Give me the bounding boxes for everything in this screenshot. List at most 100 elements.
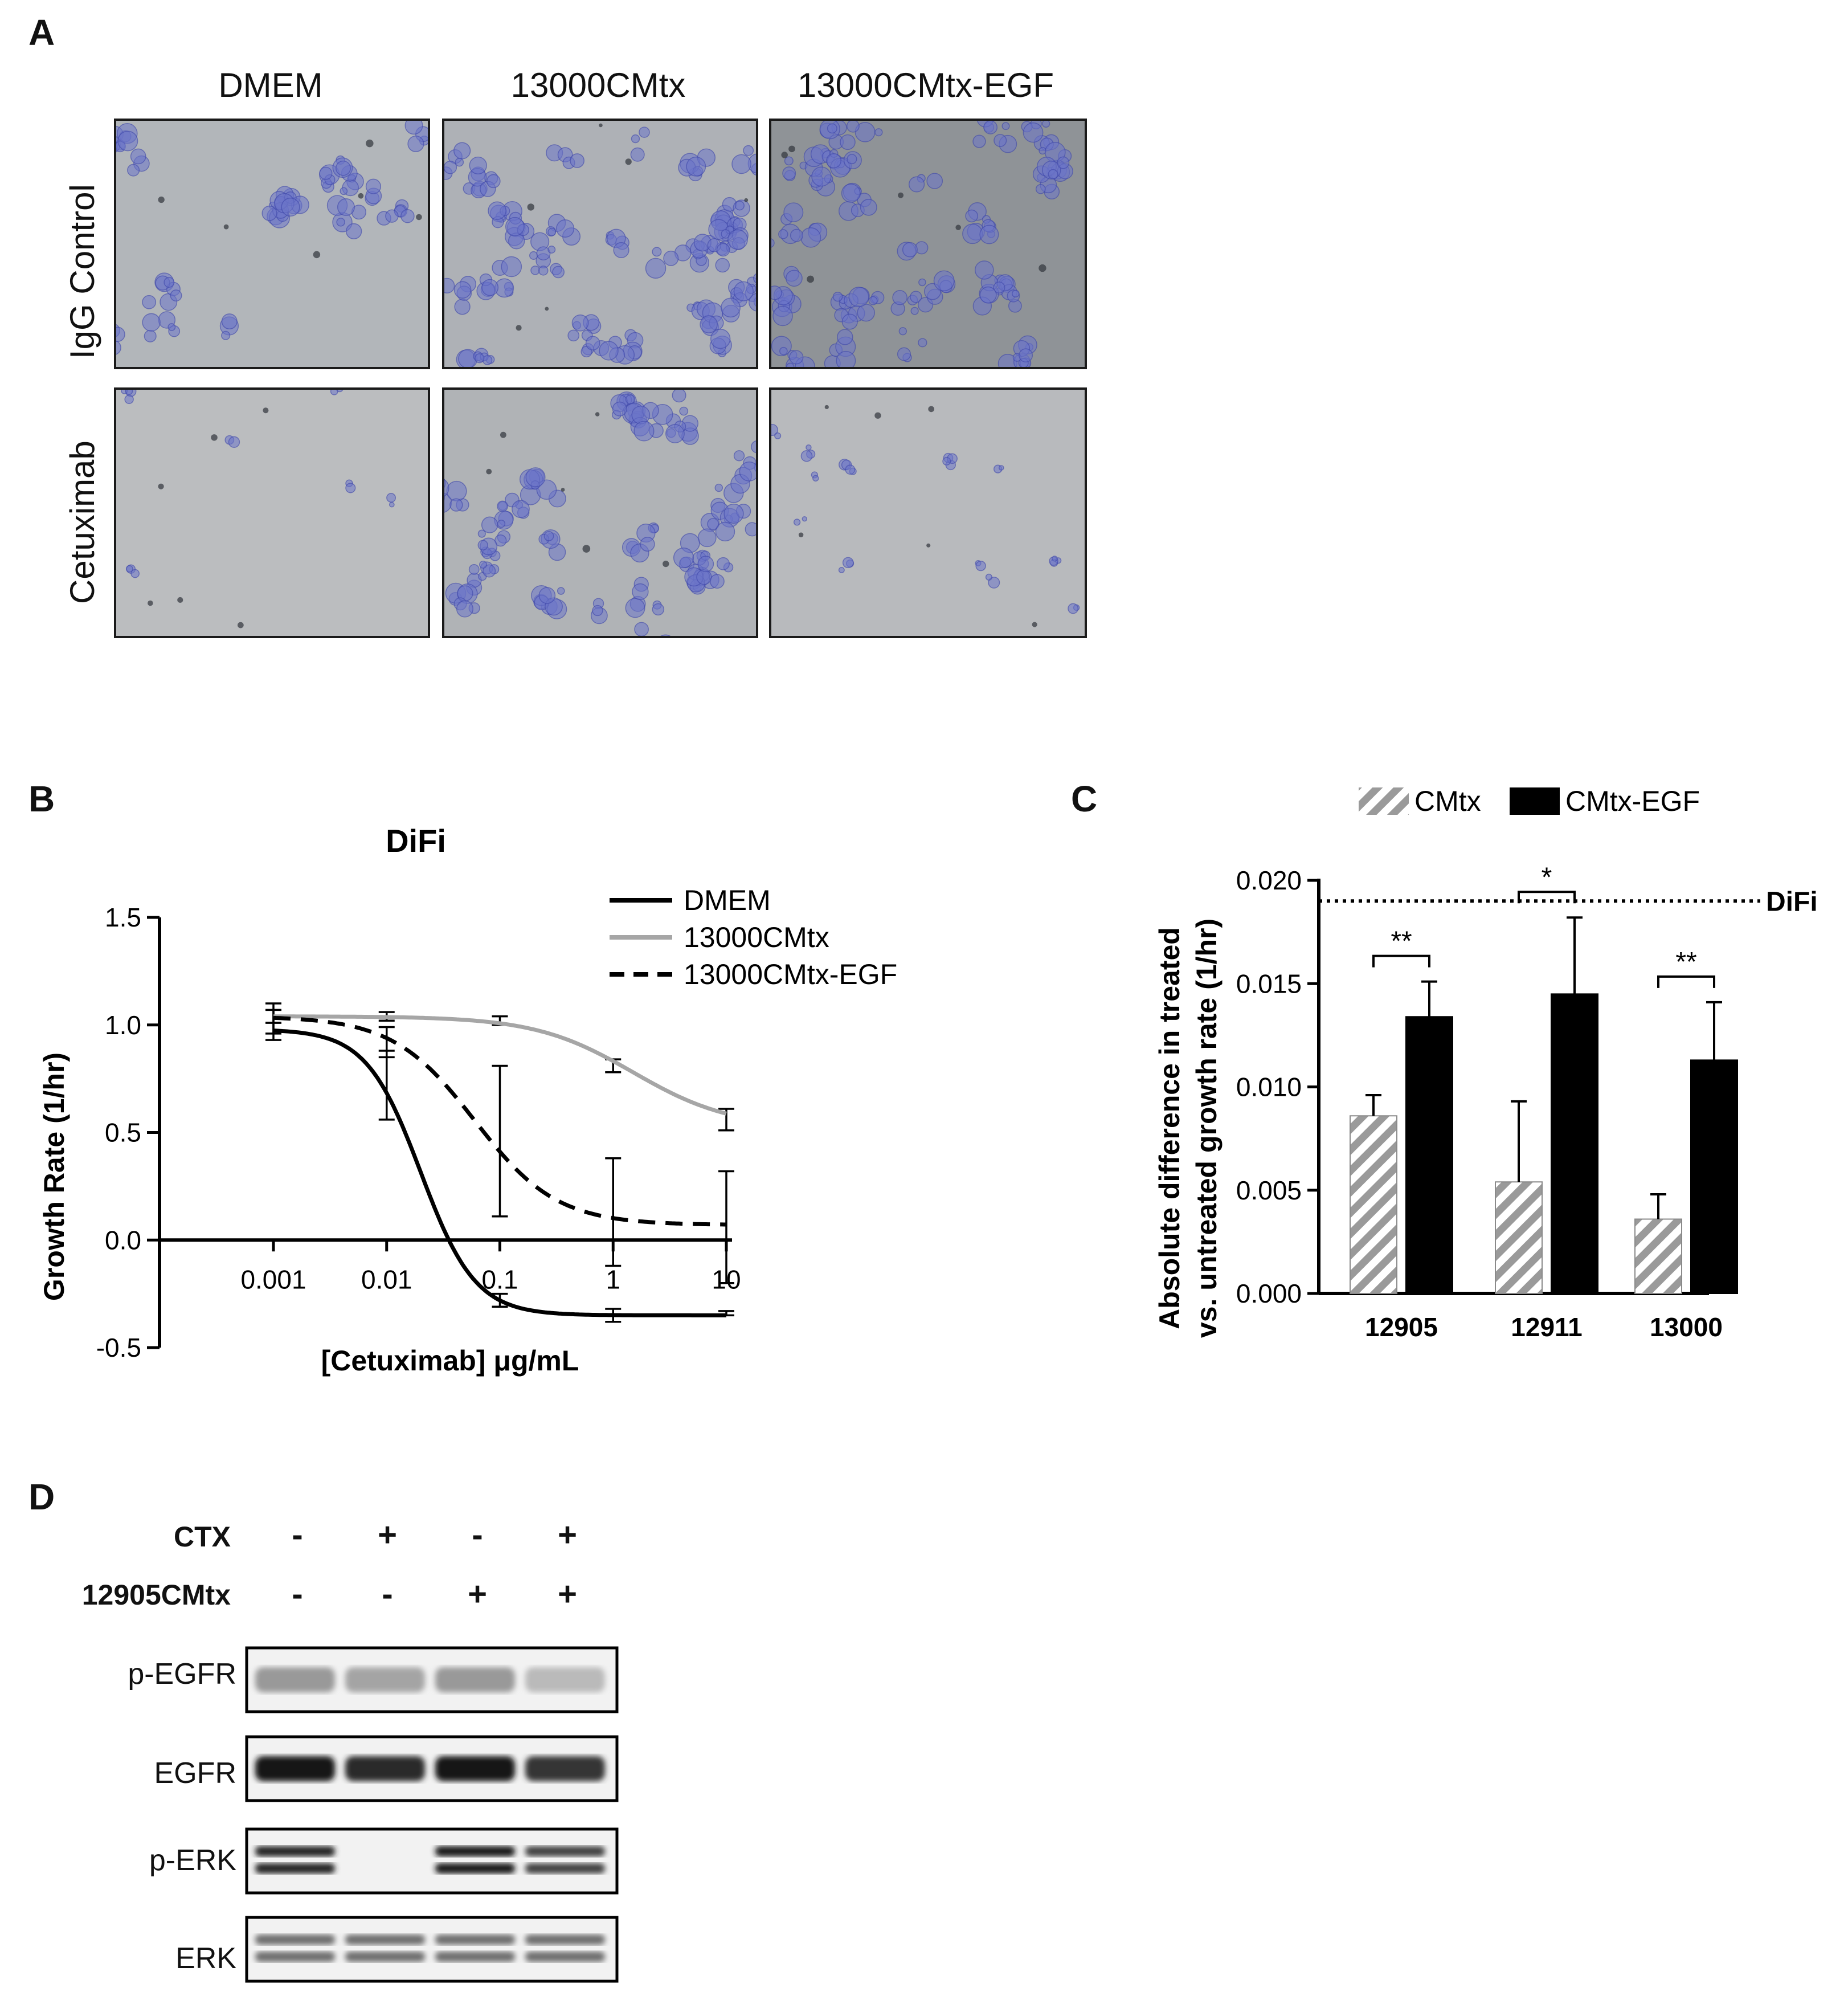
error-bar bbox=[492, 1064, 508, 1218]
legend: CMtx CMtx-EGF bbox=[1359, 785, 1700, 817]
band bbox=[435, 1863, 515, 1874]
significance-bracket: * bbox=[1518, 862, 1576, 904]
curve-13000cmtx-egf bbox=[273, 1015, 726, 1227]
legend-label-13000cmtx: 13000CMtx bbox=[684, 921, 829, 953]
legend-swatch-cmtx-egf bbox=[1510, 787, 1560, 815]
x-tick-label: 0.1 bbox=[482, 1264, 518, 1294]
y-tick-label: 0.000 bbox=[1236, 1279, 1302, 1308]
blot-label-p-egfr: p-EGFR bbox=[128, 1658, 236, 1691]
ctx-sign-lane-2: + bbox=[378, 1516, 397, 1553]
bar-cmtx-13000 bbox=[1634, 1218, 1682, 1294]
y-axis-label-line2: vs. untreated growth rate (1/hr) bbox=[1191, 919, 1223, 1338]
column-label-13000cmtx: 13000CMtx bbox=[510, 66, 686, 104]
significance-label: ** bbox=[1391, 927, 1412, 957]
curve-13000cmtx bbox=[273, 1014, 727, 1116]
band bbox=[435, 1934, 515, 1945]
band bbox=[435, 1756, 515, 1781]
micrograph-igg-dmem bbox=[114, 119, 430, 369]
cmtx-sign-lane-2: - bbox=[382, 1576, 393, 1613]
band bbox=[255, 1667, 335, 1692]
significance-bracket: ** bbox=[1372, 927, 1430, 968]
cmtx-sign-lane-4: + bbox=[558, 1576, 577, 1613]
cmtx-sign-lane-1: - bbox=[292, 1576, 303, 1613]
bar-cmtx-egf-12911 bbox=[1551, 993, 1598, 1294]
growth-difference-bar-chart: CMtx CMtx-EGF Absolute difference in tre… bbox=[1154, 785, 1818, 1342]
band bbox=[525, 1756, 605, 1781]
x-tick-label: 12911 bbox=[1511, 1312, 1582, 1342]
micrograph-igg-13000cmtx-egf bbox=[769, 119, 1087, 369]
legend: DMEM 13000CMtx 13000CMtx-EGF bbox=[610, 884, 897, 990]
band bbox=[525, 1934, 605, 1945]
y-tick-label: 0.005 bbox=[1236, 1176, 1302, 1205]
legend-label-cmtx: CMtx bbox=[1414, 785, 1481, 817]
band bbox=[345, 1952, 425, 1962]
y-axis-label: Growth Rate (1/hr) bbox=[38, 1052, 70, 1301]
band bbox=[345, 1934, 425, 1945]
bar-cmtx-12905 bbox=[1350, 1115, 1397, 1294]
error-bar bbox=[1421, 980, 1437, 1017]
blot-label-erk: ERK bbox=[175, 1942, 236, 1975]
band bbox=[255, 1863, 335, 1874]
micrograph-cetuximab-13000cmtx-egf bbox=[769, 387, 1087, 638]
error-bar bbox=[1511, 1100, 1527, 1182]
blot-erk bbox=[245, 1916, 619, 1983]
x-tick-label: 13000 bbox=[1650, 1312, 1723, 1342]
western-blots bbox=[245, 1646, 619, 1983]
significance-bracket: ** bbox=[1657, 947, 1715, 988]
treatment-label-12905cmtx: 12905CMtx bbox=[81, 1579, 231, 1611]
y-tick-label: 0.0 bbox=[105, 1225, 141, 1255]
band bbox=[525, 1863, 605, 1874]
error-bar bbox=[1567, 916, 1583, 994]
blot-label-p-erk: p-ERK bbox=[149, 1844, 236, 1877]
blot-p-egfr bbox=[245, 1646, 619, 1713]
error-bar bbox=[718, 1170, 734, 1284]
significance-label: * bbox=[1542, 862, 1552, 892]
column-label-dmem: DMEM bbox=[218, 66, 323, 104]
y-tick-label: 1.0 bbox=[105, 1010, 141, 1040]
bar-cmtx-egf-13000 bbox=[1690, 1059, 1738, 1294]
band bbox=[525, 1846, 605, 1856]
bar-cmtx-12911 bbox=[1495, 1181, 1543, 1294]
cmtx-sign-lane-3: + bbox=[468, 1576, 487, 1613]
blot-p-erk bbox=[245, 1827, 619, 1895]
x-tick-label: 0.01 bbox=[361, 1264, 412, 1294]
error-bar bbox=[1650, 1193, 1666, 1219]
legend-swatch-cmtx bbox=[1359, 787, 1409, 815]
micrograph-cetuximab-dmem bbox=[114, 387, 430, 638]
panel-a-letter: A bbox=[28, 12, 55, 53]
legend-label-dmem: DMEM bbox=[684, 884, 771, 916]
row-label-igg-control: IgG Control bbox=[63, 184, 101, 359]
y-tick-label: -0.5 bbox=[96, 1333, 141, 1362]
band bbox=[255, 1934, 335, 1945]
bar-cmtx-egf-12905 bbox=[1405, 1016, 1453, 1294]
band bbox=[255, 1952, 335, 1962]
panel-c-letter: C bbox=[1071, 778, 1098, 819]
panel-d-letter: D bbox=[28, 1476, 55, 1517]
y-tick-label: 0.015 bbox=[1236, 969, 1302, 998]
band bbox=[435, 1667, 515, 1692]
blot-label-egfr: EGFR bbox=[154, 1757, 236, 1790]
column-label-13000cmtx-egf: 13000CMtx-EGF bbox=[797, 66, 1054, 104]
band bbox=[255, 1756, 335, 1781]
error-bar bbox=[1706, 1001, 1722, 1060]
band bbox=[525, 1667, 605, 1692]
band bbox=[435, 1952, 515, 1962]
ctx-sign-lane-3: - bbox=[472, 1516, 483, 1553]
x-tick-label: 0.001 bbox=[240, 1264, 306, 1294]
legend-label-cmtx-egf: CMtx-EGF bbox=[1565, 785, 1700, 817]
ctx-sign-lane-1: - bbox=[292, 1516, 303, 1553]
error-bar bbox=[1365, 1094, 1381, 1116]
y-tick-label: 0.5 bbox=[105, 1118, 141, 1148]
band bbox=[435, 1846, 515, 1856]
treatment-label-ctx: CTX bbox=[174, 1521, 231, 1553]
blot-egfr bbox=[245, 1735, 619, 1802]
panel-b-letter: B bbox=[28, 778, 55, 819]
row-label-cetuximab: Cetuximab bbox=[63, 440, 101, 604]
ctx-sign-lane-4: + bbox=[558, 1516, 577, 1553]
chart-title: DiFi bbox=[386, 823, 446, 859]
growth-rate-chart: -0.50.00.51.01.5 0.001 0.01 0.1 1 10 DiFi [C… bbox=[38, 823, 897, 1377]
x-tick-label: 12905 bbox=[1365, 1312, 1438, 1342]
micrograph-cetuximab-13000cmtx bbox=[442, 387, 758, 638]
x-tick-label: 1 bbox=[606, 1264, 620, 1294]
error-bar bbox=[605, 1157, 622, 1267]
